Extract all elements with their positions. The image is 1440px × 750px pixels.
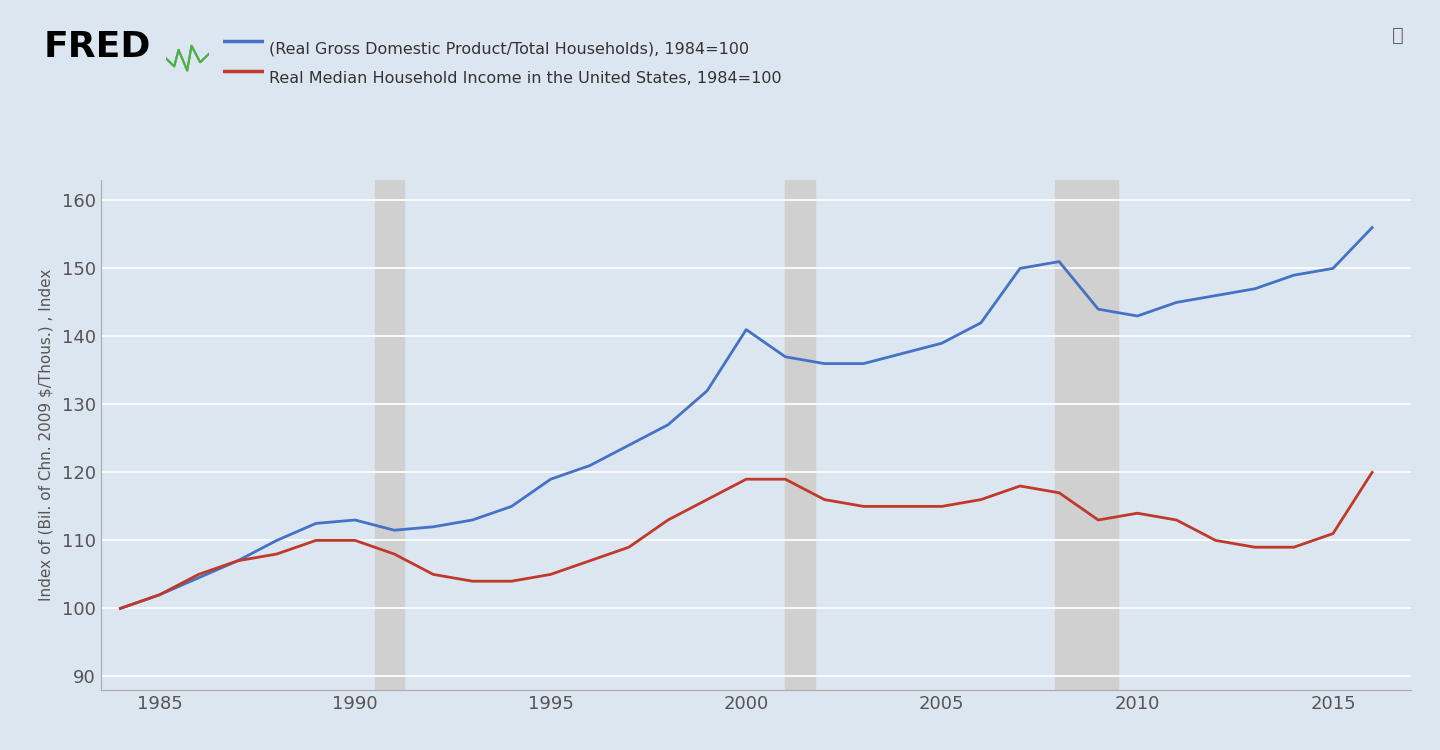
Bar xyxy=(1056,180,1117,690)
Text: FRED: FRED xyxy=(43,30,151,64)
Y-axis label: Index of (Bil. of Chn. 2009 $/Thous.) , Index: Index of (Bil. of Chn. 2009 $/Thous.) , … xyxy=(39,268,53,602)
Text: (Real Gross Domestic Product/Total Households), 1984=100: (Real Gross Domestic Product/Total House… xyxy=(269,41,749,56)
Bar xyxy=(785,180,815,690)
Bar xyxy=(374,180,405,690)
Text: Real Median Household Income in the United States, 1984=100: Real Median Household Income in the Unit… xyxy=(269,71,782,86)
Text: ⤢: ⤢ xyxy=(1392,26,1404,45)
